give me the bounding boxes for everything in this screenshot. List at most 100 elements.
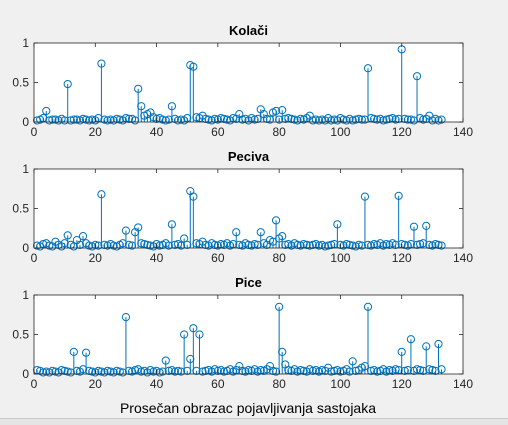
chart-3-stem-marker bbox=[158, 367, 167, 376]
chart-1-x-tick-label: 120 bbox=[392, 125, 412, 139]
chart-2-stem-marker bbox=[422, 221, 431, 230]
chart-3-stem-marker bbox=[121, 313, 131, 322]
chart-1-stem-marker bbox=[69, 115, 78, 124]
chart-1-stem-marker bbox=[219, 114, 229, 123]
chart-3-stem-marker bbox=[360, 362, 370, 371]
chart-1-stem-marker bbox=[406, 115, 416, 124]
chart-3-y-tick-label: 1 bbox=[22, 288, 29, 302]
chart-1-stem-marker bbox=[72, 115, 82, 124]
chart-1-stem-marker bbox=[317, 115, 327, 124]
chart-2-stem-marker bbox=[232, 228, 241, 237]
chart-3-stem-marker bbox=[275, 302, 284, 311]
chart-3-stem-marker bbox=[189, 324, 198, 333]
chart-1-stem-marker bbox=[354, 114, 363, 123]
chart-2-stem-marker bbox=[333, 220, 342, 229]
chart-2-stem-marker bbox=[256, 228, 265, 237]
chart-3-stem-marker bbox=[85, 366, 94, 375]
chart-2-y-tick-label: 1 bbox=[22, 162, 29, 176]
chart-3-stem-marker bbox=[72, 366, 82, 375]
chart-1-stem-marker bbox=[437, 115, 446, 124]
chart-3-stem-marker bbox=[173, 366, 183, 375]
chart-2-stem-marker bbox=[345, 240, 354, 249]
chart-2-plot-area bbox=[34, 169, 463, 248]
chart-1-stem-marker bbox=[45, 116, 54, 125]
chart-1-stem-marker bbox=[192, 113, 201, 122]
chart-2-stem-marker bbox=[183, 240, 192, 249]
chart-1-stem-marker bbox=[100, 115, 109, 124]
chart-2-stem-marker bbox=[63, 231, 72, 240]
chart-3-stem-marker bbox=[425, 365, 434, 374]
chart-3-stem-marker bbox=[422, 342, 431, 351]
chart-3-plot-area bbox=[34, 295, 463, 374]
chart-2-stem-marker bbox=[324, 241, 333, 250]
chart-2-stem-marker bbox=[201, 240, 210, 249]
chart-1-stem-marker bbox=[379, 116, 388, 125]
window-bottom-edge bbox=[0, 418, 508, 425]
chart-1-stem-marker bbox=[394, 114, 403, 123]
chart-1-stem-marker bbox=[85, 116, 94, 125]
chart-2-stem-marker bbox=[167, 220, 176, 229]
chart-1-stem-marker bbox=[360, 115, 370, 124]
chart-3-stem-marker bbox=[278, 347, 287, 356]
chart-2-stem-marker bbox=[409, 222, 419, 231]
chart-3-stem-marker bbox=[431, 366, 440, 375]
chart-2-stem-marker bbox=[45, 241, 54, 250]
chart-3-stem-marker bbox=[137, 367, 146, 376]
chart-2-stem-marker bbox=[244, 240, 253, 249]
chart-1-stem-marker bbox=[167, 102, 176, 111]
chart-1-stem-marker bbox=[311, 115, 321, 124]
chart-3-title: Pice bbox=[235, 275, 262, 290]
chart-3-stem-marker bbox=[327, 367, 336, 376]
chart-1-stem-marker bbox=[434, 116, 443, 125]
chart-3-stem-marker bbox=[176, 367, 186, 376]
chart-1-stem-marker bbox=[60, 116, 69, 125]
chart-1-stem-marker bbox=[250, 115, 259, 124]
chart-2-stem-marker bbox=[91, 240, 100, 249]
chart-1-stem-marker bbox=[222, 115, 232, 124]
chart-3-stem-marker bbox=[308, 366, 317, 375]
chart-3-stem-marker bbox=[391, 365, 400, 374]
chart-3-stem-marker bbox=[164, 366, 173, 375]
chart-1-stem-marker bbox=[363, 64, 373, 73]
chart-1-stem-marker bbox=[112, 114, 121, 123]
x-axis-label: Prosečan obrazac pojavljivanja sastojaka bbox=[120, 400, 376, 416]
chart-3-stem-marker bbox=[366, 366, 376, 375]
chart-3-stem-marker bbox=[348, 357, 357, 366]
chart-2-x-tick-label: 80 bbox=[272, 251, 286, 265]
chart-3-stem-marker bbox=[94, 366, 103, 375]
chart-3-stem-marker bbox=[238, 366, 247, 375]
chart-3-y-tick-label: 0.5 bbox=[12, 328, 29, 342]
chart-2-stem-marker bbox=[357, 241, 366, 250]
chart-2-stem-marker bbox=[412, 240, 422, 249]
chart-3-stem-marker bbox=[192, 366, 201, 375]
chart-3-x-tick-label: 120 bbox=[392, 377, 412, 391]
chart-3-stem-marker bbox=[97, 367, 106, 376]
chart-3-stem-marker bbox=[51, 367, 60, 376]
chart-1-stem-marker bbox=[382, 115, 391, 124]
chart-1-x-tick-label: 140 bbox=[453, 125, 473, 139]
chart-1-stem-marker bbox=[137, 102, 146, 111]
chart-3-x-tick-label: 60 bbox=[211, 377, 225, 391]
chart-1-stem-marker bbox=[281, 114, 290, 123]
chart-2-x-tick-label: 60 bbox=[211, 251, 225, 265]
chart-3-stem-marker bbox=[330, 366, 339, 375]
chart-3-y-tick-label: 0 bbox=[22, 367, 29, 381]
chart-3-stem-marker bbox=[397, 347, 406, 356]
chart-2-stem-marker bbox=[109, 241, 118, 250]
chart-2-stem-marker bbox=[235, 240, 244, 249]
chart-3-stem-marker bbox=[271, 367, 281, 376]
chart-3-stem-marker bbox=[81, 348, 91, 357]
chart-3-stem-marker bbox=[183, 366, 192, 375]
chart-1-x-tick-label: 100 bbox=[330, 125, 350, 139]
chart-2-stem-marker bbox=[127, 241, 137, 250]
chart-2-stem-marker bbox=[394, 191, 403, 200]
chart-1-stem-marker bbox=[357, 115, 366, 124]
chart-2-stem-marker bbox=[314, 241, 324, 250]
chart-1-x-tick-label: 20 bbox=[89, 125, 103, 139]
chart-3-stem-marker bbox=[161, 356, 170, 365]
chart-2-stem-marker bbox=[354, 240, 363, 249]
chart-3-x-tick-label: 0 bbox=[31, 377, 38, 391]
chart-1-y-tick-label: 0 bbox=[22, 115, 29, 129]
